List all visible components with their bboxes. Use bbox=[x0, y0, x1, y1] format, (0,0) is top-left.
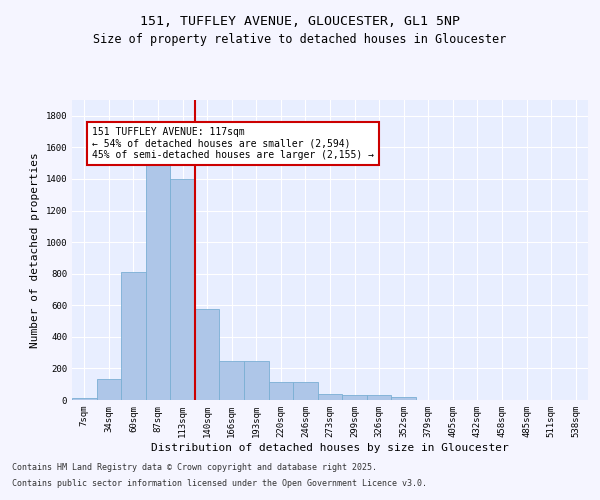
Bar bbox=[269, 382, 293, 400]
Bar bbox=[97, 380, 121, 400]
Bar bbox=[244, 360, 269, 400]
Bar bbox=[220, 360, 244, 400]
X-axis label: Distribution of detached houses by size in Gloucester: Distribution of detached houses by size … bbox=[151, 442, 509, 452]
Bar bbox=[195, 309, 220, 400]
Bar bbox=[318, 394, 342, 400]
Text: 151, TUFFLEY AVENUE, GLOUCESTER, GL1 5NP: 151, TUFFLEY AVENUE, GLOUCESTER, GL1 5NP bbox=[140, 15, 460, 28]
Text: Size of property relative to detached houses in Gloucester: Size of property relative to detached ho… bbox=[94, 32, 506, 46]
Bar bbox=[146, 163, 170, 400]
Bar bbox=[170, 179, 195, 400]
Bar bbox=[367, 396, 391, 400]
Bar bbox=[293, 382, 318, 400]
Bar bbox=[72, 398, 97, 400]
Text: Contains HM Land Registry data © Crown copyright and database right 2025.: Contains HM Land Registry data © Crown c… bbox=[12, 464, 377, 472]
Y-axis label: Number of detached properties: Number of detached properties bbox=[30, 152, 40, 348]
Bar bbox=[391, 397, 416, 400]
Bar bbox=[342, 396, 367, 400]
Text: 151 TUFFLEY AVENUE: 117sqm
← 54% of detached houses are smaller (2,594)
45% of s: 151 TUFFLEY AVENUE: 117sqm ← 54% of deta… bbox=[92, 127, 374, 160]
Text: Contains public sector information licensed under the Open Government Licence v3: Contains public sector information licen… bbox=[12, 478, 427, 488]
Bar bbox=[121, 272, 146, 400]
